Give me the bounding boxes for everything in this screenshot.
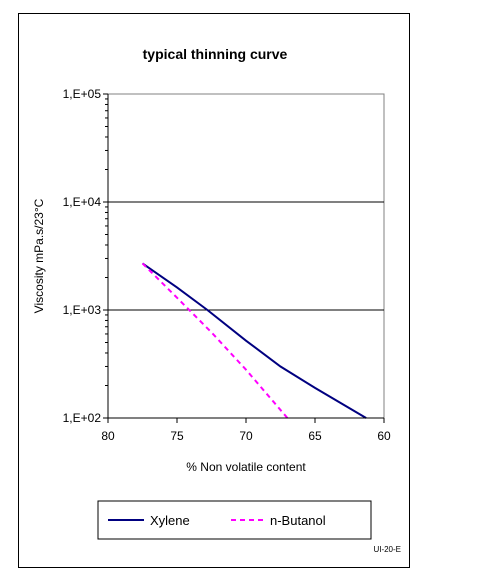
- plot-area: [107, 93, 385, 419]
- legend-label: n-Butanol: [270, 513, 326, 528]
- x-axis-label: % Non volatile content: [186, 460, 306, 474]
- x-tick-label: 75: [170, 429, 184, 443]
- y-tick-label: 1,E+03: [63, 303, 102, 317]
- chart-frame: typical thinning curve 1,E+02 1,E+03 1,E+0…: [18, 13, 410, 568]
- y-tick-label: 1,E+02: [63, 411, 102, 425]
- x-tick-label: 70: [239, 429, 253, 443]
- legend-label: Xylene: [150, 513, 190, 528]
- chart-canvas: typical thinning curve 1,E+02 1,E+03 1,E+0…: [32, 46, 401, 554]
- x-tick-label: 80: [101, 429, 115, 443]
- y-axis-label: Viscosity mPa.s/23°C: [32, 198, 46, 313]
- series-line-xylene: [141, 262, 367, 419]
- footnote: UI-20-E: [373, 545, 401, 554]
- y-tick-label: 1,E+04: [63, 195, 102, 209]
- chart-title: typical thinning curve: [143, 46, 288, 62]
- x-tick-label: 65: [308, 429, 322, 443]
- x-tick-label: 60: [377, 429, 391, 443]
- y-tick-label: 1,E+05: [63, 87, 102, 101]
